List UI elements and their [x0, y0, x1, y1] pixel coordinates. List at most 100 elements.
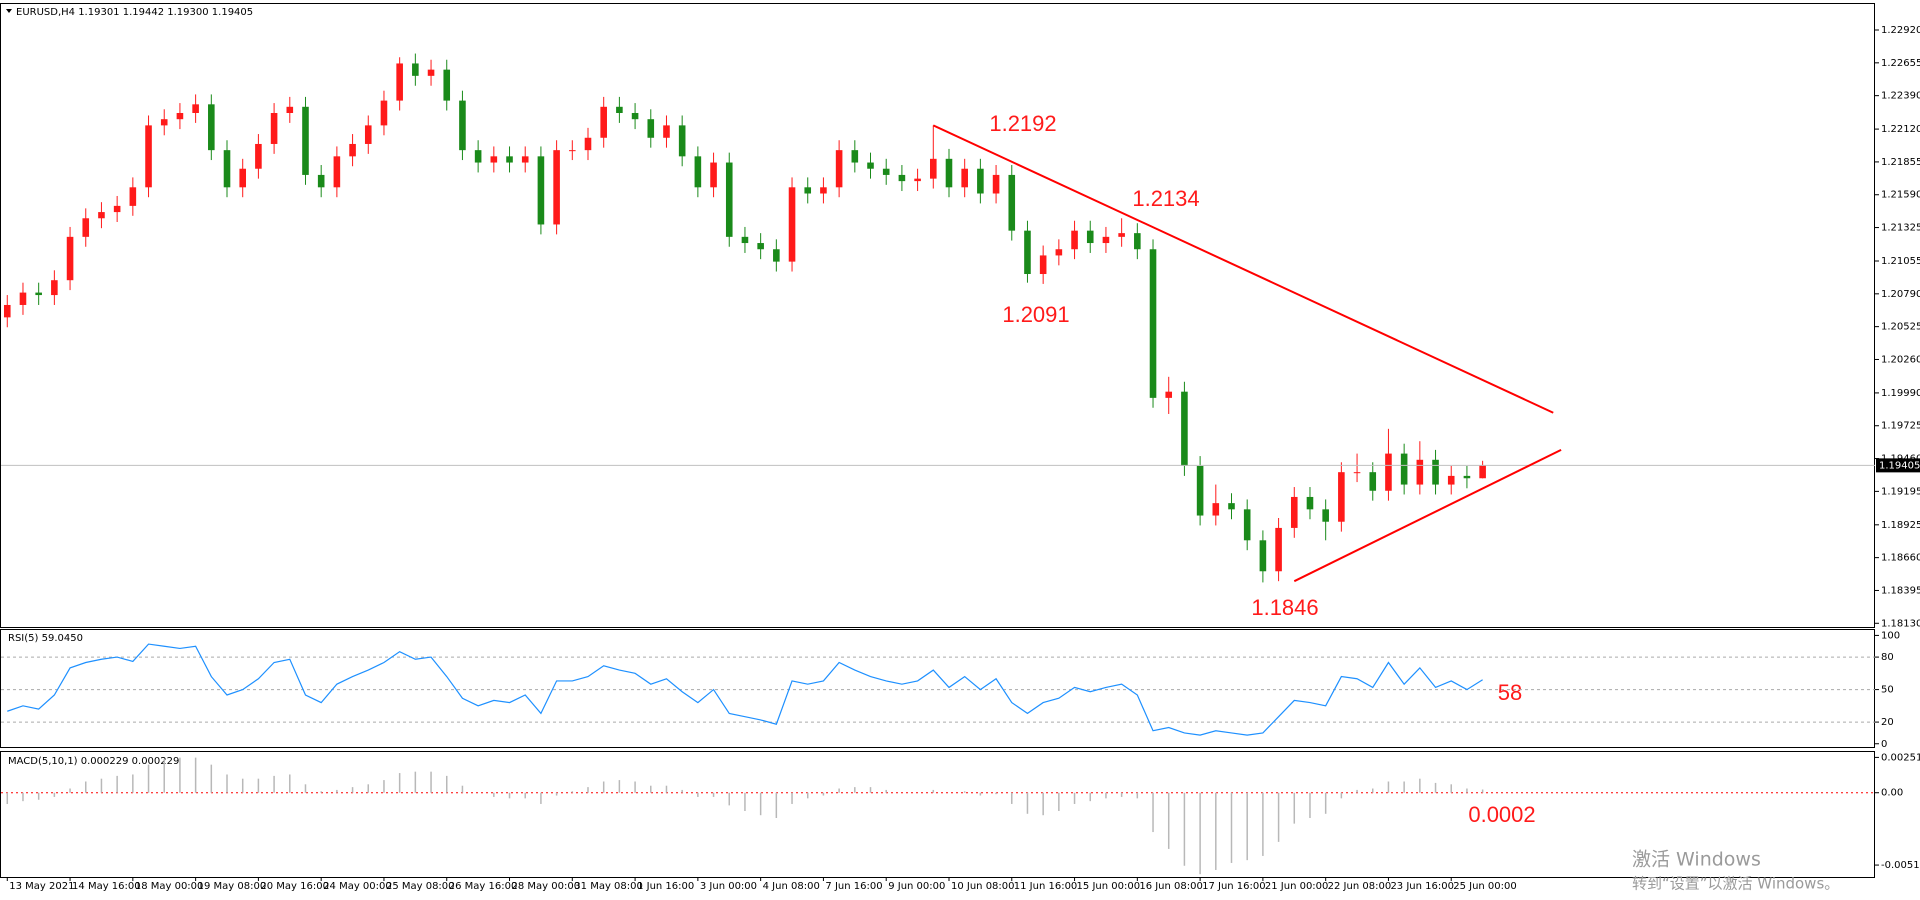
candle-body	[1338, 472, 1345, 522]
x-tick-label: 4 Jun 08:00	[763, 881, 820, 892]
y-tick-label: 1.22390	[1881, 91, 1920, 102]
main-panel-frame	[0, 3, 1875, 628]
annotation: 58	[1498, 680, 1522, 705]
y-tick-label: 1.18660	[1881, 553, 1920, 564]
candle-body	[773, 249, 780, 262]
candle-body	[129, 187, 137, 206]
candle-body	[929, 158, 937, 179]
y-tick-label: 100	[1881, 630, 1900, 641]
candle-body	[239, 168, 247, 188]
candle-body	[663, 125, 670, 138]
candle-body	[317, 174, 325, 188]
candle-body	[35, 292, 42, 296]
candle-body	[1385, 453, 1392, 491]
y-tick-label: 1.18925	[1881, 520, 1920, 531]
candle-body	[396, 63, 403, 101]
x-tick-label: 7 Jun 16:00	[825, 881, 882, 892]
candle-body	[1290, 496, 1298, 528]
x-tick-label: 15 Jun 00:00	[1077, 881, 1141, 892]
candle-body	[1134, 233, 1141, 250]
y-tick-label: 0	[1881, 739, 1887, 750]
candle-body	[82, 218, 90, 237]
candle-body	[459, 100, 466, 151]
candle-body	[710, 162, 717, 188]
candle-body	[553, 150, 560, 225]
candle-body	[804, 187, 812, 194]
candle-body	[961, 168, 968, 188]
candle-body	[1479, 465, 1486, 479]
candle-body	[113, 205, 121, 213]
candle-body	[506, 156, 513, 163]
y-tick-label: 1.19725	[1881, 421, 1920, 432]
candle-body	[1416, 459, 1424, 485]
candle-body	[1228, 503, 1235, 510]
rsi-panel-frame	[0, 629, 1875, 748]
candle-body	[302, 106, 309, 175]
x-tick-label: 3 Jun 00:00	[700, 881, 757, 892]
x-tick-label: 31 May 08:00	[574, 881, 643, 892]
candle-body	[19, 292, 27, 305]
trend-line	[1293, 448, 1562, 583]
y-tick-label: 1.18395	[1881, 585, 1920, 596]
symbol-header: EURUSD,H4 1.19301 1.19442 1.19300 1.1940…	[16, 7, 253, 18]
x-tick-label: 16 Jun 08:00	[1139, 881, 1203, 892]
candle-body	[1008, 174, 1016, 231]
y-tick-label: 1.22920	[1881, 25, 1920, 36]
candle-body	[1149, 249, 1157, 398]
x-tick-label: 18 May 00:00	[135, 881, 204, 892]
candle-body	[349, 143, 356, 157]
candle-body	[1039, 255, 1047, 275]
candle-body	[521, 156, 529, 163]
x-tick-label: 19 May 08:00	[198, 881, 267, 892]
candle-body	[1243, 509, 1251, 541]
candle-body	[1196, 465, 1204, 516]
candle-body	[3, 304, 11, 318]
candle-body	[490, 156, 498, 163]
x-tick-label: 13 May 2021	[9, 881, 74, 892]
x-tick-label: 17 Jun 16:00	[1202, 881, 1266, 892]
x-tick-label: 21 Jun 00:00	[1265, 881, 1329, 892]
macd-title: MACD(5,10,1) 0.000229 0.000229	[8, 756, 179, 767]
candle-body	[616, 106, 623, 113]
candle-body	[694, 156, 702, 188]
macd-panel-frame	[0, 751, 1875, 878]
candle-body	[1165, 391, 1173, 398]
candle-body	[427, 69, 435, 76]
candle-body	[741, 236, 749, 244]
menu-triangle[interactable]	[6, 9, 12, 13]
candle-body	[176, 112, 184, 120]
candle-body	[333, 156, 341, 188]
y-tick-label: 1.21590	[1881, 190, 1920, 201]
candle-body	[443, 69, 451, 101]
candle-body	[1306, 496, 1314, 510]
x-tick-label: 28 May 00:00	[512, 881, 581, 892]
bid-label: 1.19405	[1879, 460, 1920, 471]
candle-body	[1400, 453, 1408, 485]
candle-body	[725, 162, 733, 237]
y-tick-label: 0.002515	[1881, 752, 1920, 763]
candle-body	[1181, 391, 1188, 466]
candle-body	[1259, 540, 1267, 572]
watermark-hint: 转到“设置”以激活 Windows。	[1632, 875, 1839, 893]
candle-body	[678, 125, 686, 157]
candle-body	[1369, 472, 1377, 491]
candle-body	[788, 187, 796, 262]
candle-body	[882, 168, 890, 175]
annotation: 1.2091	[1002, 302, 1069, 327]
candle-body	[208, 104, 215, 151]
candle-body	[270, 112, 278, 144]
candle-body	[98, 212, 105, 219]
y-tick-label: 1.21055	[1881, 256, 1920, 267]
candle-body	[835, 150, 843, 188]
y-tick-label: 1.20525	[1881, 322, 1920, 333]
rsi-title: RSI(5) 59.0450	[8, 633, 83, 644]
x-tick-label: 23 Jun 16:00	[1390, 881, 1454, 892]
candle-body	[1463, 475, 1471, 479]
candle-body	[1024, 230, 1031, 275]
candle-body	[1102, 236, 1110, 244]
y-tick-label: 1.22120	[1881, 124, 1920, 135]
bid-label-bg	[1876, 458, 1920, 473]
candle-body	[945, 158, 953, 188]
candle-body	[1447, 475, 1455, 485]
x-tick-label: 14 May 16:00	[72, 881, 141, 892]
